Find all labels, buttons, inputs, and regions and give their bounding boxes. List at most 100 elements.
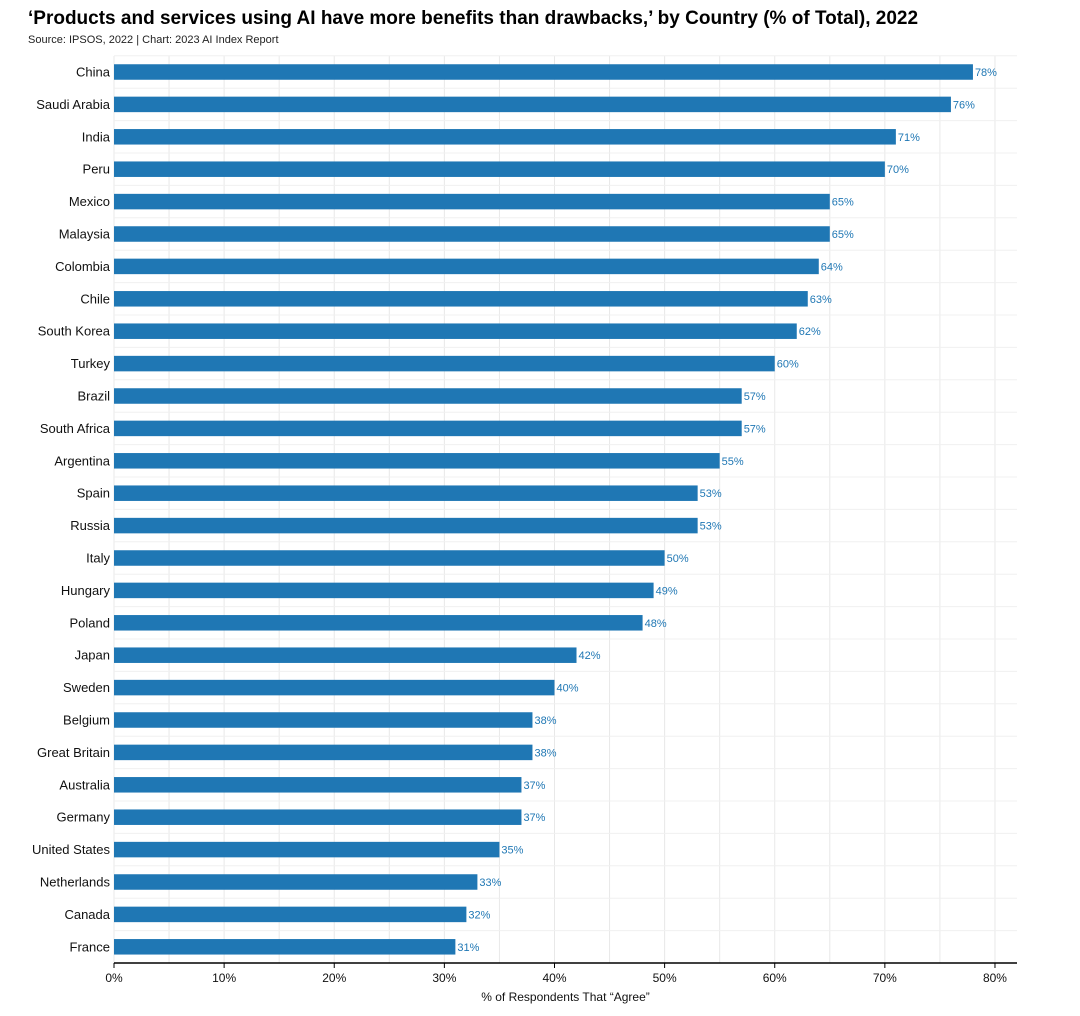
bar xyxy=(114,777,522,793)
data-labels: 78% 76% 71% 70% 65% 65% 64% 63% 62% 60% 57% 57% 55% 5… xyxy=(457,67,997,954)
data-label: 76% xyxy=(953,99,975,111)
data-label: 57% xyxy=(744,391,766,403)
category-label: Saudi Arabia xyxy=(36,97,110,112)
bar xyxy=(114,258,819,275)
bar xyxy=(114,453,720,469)
bar xyxy=(114,744,533,761)
data-label: 37% xyxy=(523,812,545,824)
bar xyxy=(114,388,742,404)
data-label: 60% xyxy=(777,359,799,371)
category-label: Italy xyxy=(86,551,110,566)
data-label: 42% xyxy=(579,650,601,662)
bar xyxy=(114,712,533,728)
bar xyxy=(114,291,808,307)
category-label: Brazil xyxy=(77,389,110,404)
category-label: Canada xyxy=(64,907,110,922)
category-label: Argentina xyxy=(54,453,110,468)
bar xyxy=(114,582,654,599)
x-tick-label: 10% xyxy=(212,971,236,985)
category-label: Russia xyxy=(70,518,111,533)
category-label: Sweden xyxy=(63,680,110,695)
bar xyxy=(114,161,885,177)
category-label: Chile xyxy=(80,291,110,306)
data-label: 78% xyxy=(975,67,997,79)
bar xyxy=(114,193,830,210)
data-label: 48% xyxy=(645,618,667,630)
bar xyxy=(114,679,555,696)
data-label: 35% xyxy=(501,845,523,857)
x-tick-label: 60% xyxy=(763,971,787,985)
bar xyxy=(114,64,973,80)
data-label: 65% xyxy=(832,197,854,209)
bar xyxy=(114,647,577,663)
x-tick-label: 80% xyxy=(983,971,1007,985)
bar xyxy=(114,355,775,372)
category-label: Great Britain xyxy=(37,745,110,760)
bar xyxy=(114,550,665,566)
data-label: 57% xyxy=(744,423,766,435)
data-label: 71% xyxy=(898,132,920,144)
category-label: Hungary xyxy=(61,583,111,598)
data-label: 40% xyxy=(556,683,578,695)
bar xyxy=(114,906,467,923)
bar xyxy=(114,96,951,113)
x-tick-label: 40% xyxy=(542,971,566,985)
data-label: 63% xyxy=(810,294,832,306)
data-label: 38% xyxy=(534,715,556,727)
category-label: South Korea xyxy=(38,324,111,339)
category-label: Australia xyxy=(59,777,110,792)
bar xyxy=(114,874,478,890)
data-label: 37% xyxy=(523,780,545,792)
bar xyxy=(114,485,698,501)
bar xyxy=(114,841,500,858)
chart-source: Source: IPSOS, 2022 | Chart: 2023 AI Ind… xyxy=(28,34,279,46)
data-label: 65% xyxy=(832,229,854,241)
category-label: India xyxy=(82,129,111,144)
data-label: 53% xyxy=(700,488,722,500)
category-label: Netherlands xyxy=(40,875,111,890)
category-label: Colombia xyxy=(55,259,111,274)
x-tick-label: 70% xyxy=(873,971,897,985)
category-label: Peru xyxy=(83,162,110,177)
category-label: China xyxy=(76,65,111,80)
data-label: 53% xyxy=(700,521,722,533)
data-label: 62% xyxy=(799,326,821,338)
x-tick-label: 50% xyxy=(653,971,677,985)
data-label: 32% xyxy=(468,909,490,921)
category-label: Belgium xyxy=(63,713,110,728)
data-label: 33% xyxy=(479,877,501,889)
bar xyxy=(114,517,698,534)
x-tick-label: 20% xyxy=(322,971,346,985)
data-label: 55% xyxy=(722,456,744,468)
data-label: 31% xyxy=(457,942,479,954)
category-label: Malaysia xyxy=(59,227,111,242)
category-label: South Africa xyxy=(40,421,111,436)
category-label: Spain xyxy=(77,486,110,501)
category-label: United States xyxy=(32,842,111,857)
data-label: 70% xyxy=(887,164,909,176)
bar xyxy=(114,939,456,955)
x-axis-ticks: 0% 10% 20% 30% 40% 50% 60% 70% 80% xyxy=(105,963,1007,985)
bar xyxy=(114,615,643,631)
bar xyxy=(114,129,896,145)
category-label: Poland xyxy=(70,615,110,630)
category-label: Mexico xyxy=(69,194,110,209)
data-label: 50% xyxy=(667,553,689,565)
x-axis-label: % of Respondents That “Agree” xyxy=(481,990,650,1004)
x-tick-label: 30% xyxy=(432,971,456,985)
category-label: Turkey xyxy=(71,356,111,371)
bars xyxy=(114,64,973,955)
data-label: 64% xyxy=(821,261,843,273)
category-label: France xyxy=(70,939,110,954)
category-label: Japan xyxy=(75,648,110,663)
data-label: 38% xyxy=(534,747,556,759)
data-label: 49% xyxy=(656,585,678,597)
x-tick-label: 0% xyxy=(105,971,123,985)
bar xyxy=(114,420,742,437)
category-labels: China Saudi Arabia India Peru Mexico Malaysia… xyxy=(32,65,111,955)
bar xyxy=(114,226,830,242)
chart-title: ‘Products and services using AI have mor… xyxy=(28,8,919,29)
category-label: Germany xyxy=(57,810,111,825)
bar xyxy=(114,809,522,825)
